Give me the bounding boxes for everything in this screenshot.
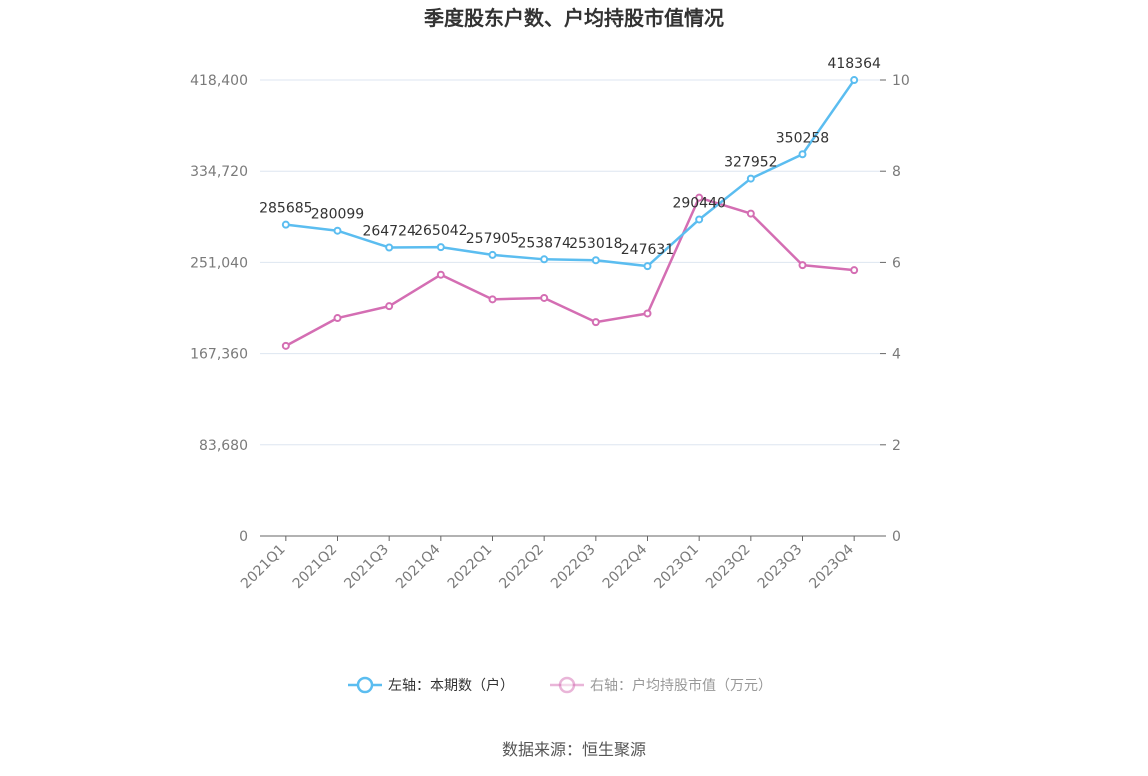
series-point-0 [695,215,704,224]
grid [260,79,880,446]
x-tick-label: 2022Q2 [496,542,547,593]
legend-label-0: 左轴：本期数（户） [388,677,514,694]
right-axis: 0 2 4 6 8 10 [880,73,910,545]
right-tick-label: 8 [892,164,901,180]
left-tick-label: 251,040 [190,255,248,271]
x-tick-label: 2023Q1 [651,542,702,593]
legend[interactable]: 左轴：本期数（户） 右轴：户均持股市值（万元） [348,676,772,694]
data-label: 327952 [724,155,777,171]
x-tick-label: 2021Q1 [238,542,289,593]
series-point-0 [540,255,549,264]
right-tick-label: 0 [892,529,901,545]
series-point-0 [643,262,652,271]
series-point-1 [488,295,497,304]
series-point-0 [436,243,445,252]
series-point-0 [798,150,807,159]
series-point-0 [385,243,394,252]
series-point-0 [281,220,290,229]
left-tick-label: 418,400 [190,73,248,89]
x-tick-label: 2021Q3 [341,542,392,593]
source-note: 数据来源：恒生聚源 [502,740,646,759]
data-label: 253018 [569,236,622,252]
series-point-0 [333,226,342,235]
series-point-1 [850,266,859,275]
left-tick-label: 0 [239,529,248,545]
right-tick-label: 2 [892,438,901,454]
x-tick-label: 2023Q3 [755,542,806,593]
x-tick-label: 2022Q3 [548,542,599,593]
data-label: 418364 [827,56,881,72]
data-label: 253874 [517,235,571,251]
data-label: 265042 [414,223,467,239]
data-label: 290440 [672,195,725,211]
data-label: 247631 [621,242,674,258]
legend-marker-0 [356,676,374,694]
legend-marker-1 [558,676,576,694]
x-tick-label: 2023Q2 [703,542,754,593]
series-point-0 [850,76,859,85]
left-tick-label: 167,360 [190,347,248,363]
series-point-0 [746,174,755,183]
left-axis: 0 83,680 167,360 251,040 334,720 418,400 [190,73,248,545]
right-tick-label: 10 [892,73,910,89]
x-axis: 2021Q1 2021Q2 2021Q3 2021Q4 2022Q1 2022Q2 2022… [238,535,880,593]
series-point-1 [333,314,342,323]
series-point-1 [591,318,600,327]
data-label: 257905 [466,231,519,247]
series-point-1 [695,193,704,202]
series-point-1 [798,261,807,270]
x-tick-label: 2021Q4 [393,541,444,592]
chart-title: 季度股东户数、户均持股市值情况 [423,6,724,30]
series-point-1 [643,309,652,318]
series-layer [281,76,859,350]
data-label: 350258 [776,130,829,146]
series-point-1 [281,341,290,350]
series-line-0 [285,79,856,268]
x-tick-label: 2023Q4 [806,541,857,592]
series-point-1 [436,270,445,279]
data-label: 264724 [362,223,416,239]
left-tick-label: 83,680 [199,438,248,454]
series-point-1 [385,302,394,311]
x-tick-label: 2022Q1 [445,542,496,593]
data-label: 280099 [311,207,364,223]
x-tick-label: 2021Q2 [290,542,341,593]
series-line-1 [285,196,855,347]
right-tick-label: 4 [892,347,901,363]
data-label: 285685 [259,201,312,217]
legend-label-1: 右轴：户均持股市值（万元） [590,677,772,694]
data-labels: 2856852800992647242650422579052538742530… [259,56,881,258]
series-point-0 [591,256,600,265]
x-tick-label: 2022Q4 [600,541,651,592]
series-point-1 [746,209,755,218]
series-point-0 [488,250,497,259]
right-tick-label: 6 [892,255,901,271]
left-tick-label: 334,720 [190,164,248,180]
series-point-1 [540,293,549,302]
